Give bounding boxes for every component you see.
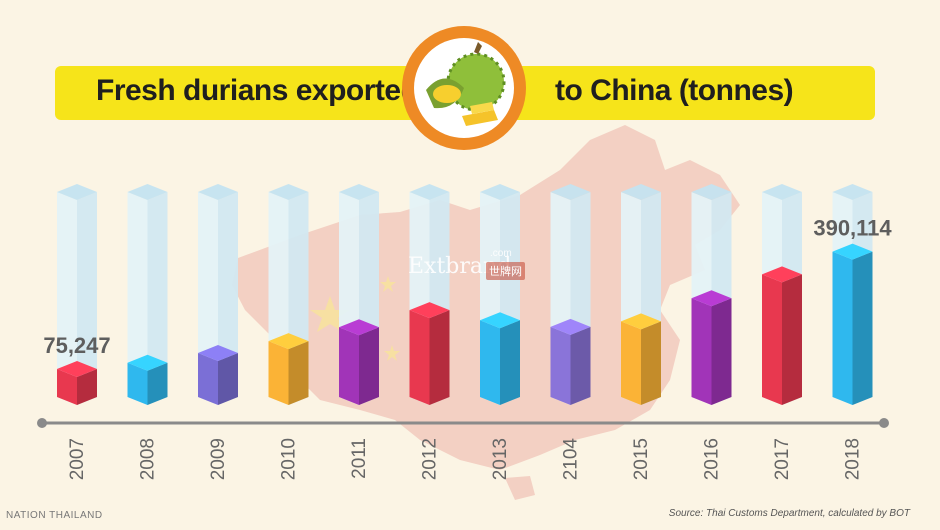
data-label-2018: 390,114 bbox=[813, 216, 892, 241]
axis-end-dot bbox=[879, 418, 889, 428]
tick-label-2017: 2017 bbox=[772, 438, 793, 480]
tick-label-2010: 2010 bbox=[279, 438, 300, 480]
tick-label-2009: 2009 bbox=[208, 438, 229, 480]
bar-2008 bbox=[127, 354, 168, 405]
tick-label-2012: 2012 bbox=[420, 438, 441, 480]
bar-2007 bbox=[57, 360, 97, 405]
axis-start-dot bbox=[37, 418, 47, 428]
bar-2013 bbox=[480, 312, 520, 405]
bar-2015 bbox=[621, 313, 661, 405]
bar-2011 bbox=[339, 319, 379, 405]
durian-logo bbox=[402, 26, 526, 150]
bar-2017 bbox=[762, 266, 802, 405]
bar-tube-2007 bbox=[57, 184, 97, 405]
bar-2016 bbox=[691, 290, 732, 405]
bar-2018 bbox=[832, 243, 873, 405]
tick-label-2015: 2015 bbox=[631, 438, 652, 480]
chart-title-left: Fresh durians exported bbox=[96, 74, 419, 107]
tick-label-2008: 2008 bbox=[138, 438, 159, 480]
tick-label-2013: 2013 bbox=[490, 438, 511, 480]
tick-label-2007: 2007 bbox=[67, 438, 88, 480]
bar-tube-2008 bbox=[127, 184, 168, 405]
tick-label-2018: 2018 bbox=[843, 438, 864, 480]
bar-2012 bbox=[409, 302, 450, 405]
bar-2104 bbox=[550, 318, 591, 405]
tick-label-2011: 2011 bbox=[349, 438, 370, 479]
data-label-2007: 75,247 bbox=[43, 333, 110, 358]
tick-label-2016: 2016 bbox=[702, 438, 723, 480]
watermark-extbrand-cn: 世牌网 bbox=[486, 262, 525, 280]
bar-2009 bbox=[198, 345, 238, 405]
bar-2010 bbox=[268, 333, 309, 405]
tick-label-2104: 2104 bbox=[561, 438, 582, 481]
chart-title-right: to China (tonnes) bbox=[555, 74, 794, 107]
watermark-extbrand-com: .com bbox=[490, 248, 512, 259]
watermark-nation: NATION THAILAND bbox=[6, 510, 103, 521]
durian-icon bbox=[426, 42, 506, 126]
source-note: Source: Thai Customs Department, calcula… bbox=[668, 508, 910, 519]
